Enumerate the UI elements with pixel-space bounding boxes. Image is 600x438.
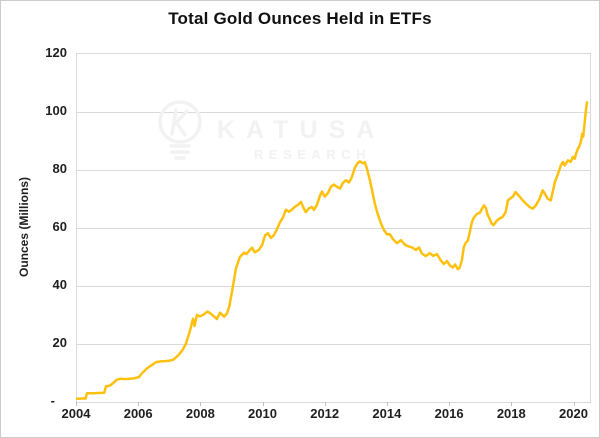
gridline xyxy=(77,112,590,113)
y-axis-label: 80 xyxy=(52,161,67,176)
y-axis-label: 40 xyxy=(52,277,67,292)
gold-line-path xyxy=(75,101,589,401)
gridline xyxy=(77,170,590,171)
gridline xyxy=(77,286,590,287)
y-axis-label: 20 xyxy=(52,335,67,350)
gold-line-series xyxy=(75,101,589,401)
gridline xyxy=(77,344,590,345)
gridline xyxy=(77,228,590,229)
y-axis-label: 100 xyxy=(45,103,67,118)
x-axis-label: 2006 xyxy=(123,406,153,421)
x-axis-label: 2004 xyxy=(61,406,91,421)
watermark-subbrand: RESEARCH xyxy=(254,147,371,162)
chart-title: Total Gold Ounces Held in ETFs xyxy=(168,9,432,28)
watermark-brand: KATUSA xyxy=(217,116,386,144)
x-axis-label: 2020 xyxy=(559,406,588,421)
x-axis-label: 2014 xyxy=(372,406,402,421)
x-axis-tick xyxy=(386,402,388,406)
x-axis-tick xyxy=(449,402,451,406)
y-axis-label: - xyxy=(50,393,55,408)
watermark: KATUSA RESEARCH xyxy=(153,98,393,168)
x-axis-tick xyxy=(511,402,513,406)
x-axis-tick xyxy=(76,402,77,406)
x-axis-tick xyxy=(262,402,264,406)
y-axis-label: 60 xyxy=(52,219,67,234)
plot-area: KATUSA RESEARCH xyxy=(75,53,591,403)
x-axis-label: 2012 xyxy=(310,406,340,421)
x-axis-tick xyxy=(138,402,140,406)
x-axis-label: 2018 xyxy=(496,406,526,421)
x-axis-label: 2008 xyxy=(185,406,215,421)
x-axis-tick xyxy=(324,402,326,406)
y-axis-label: 120 xyxy=(45,45,67,60)
x-axis-tick xyxy=(573,402,575,406)
x-axis-tick xyxy=(200,402,202,406)
x-axis-label: 2010 xyxy=(248,406,277,421)
lightbulb-k-icon xyxy=(158,100,202,160)
x-axis-label: 2016 xyxy=(434,406,464,421)
